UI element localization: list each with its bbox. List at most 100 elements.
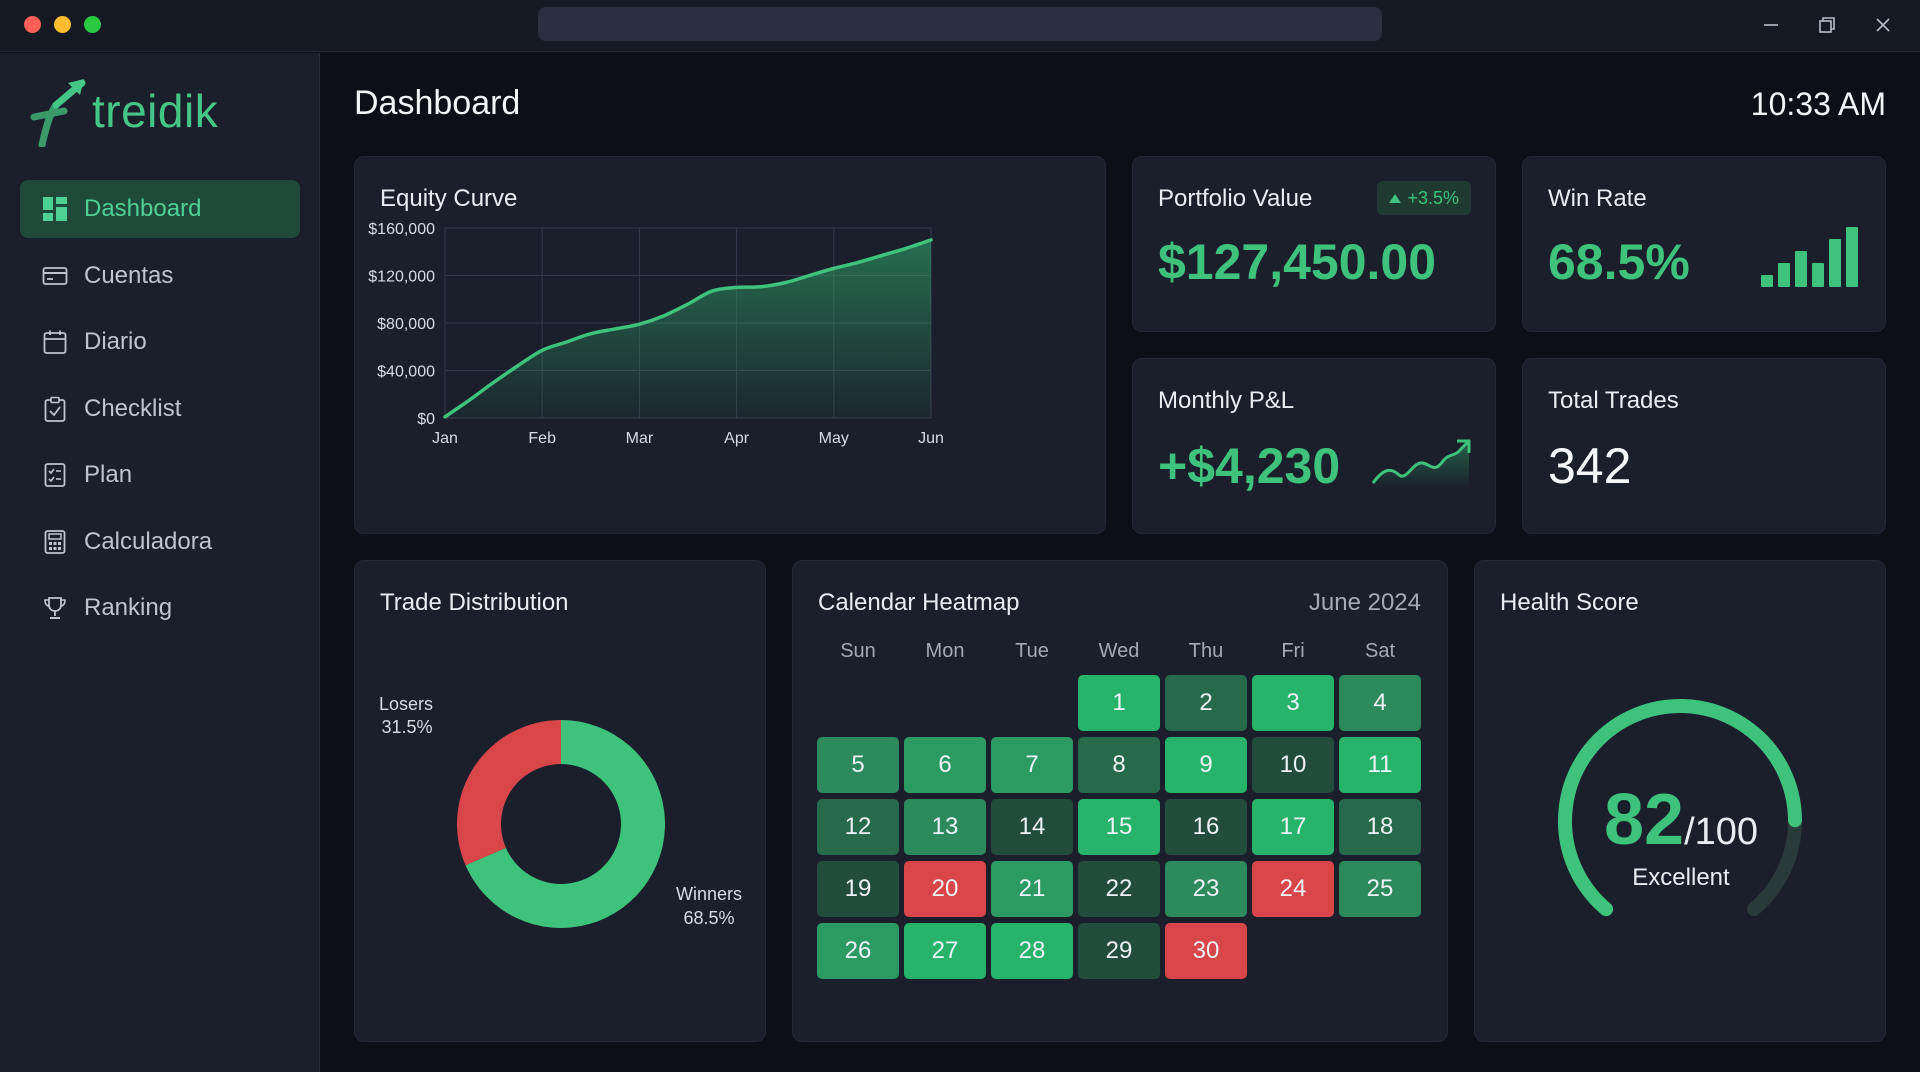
win-rate-title: Win Rate bbox=[1548, 185, 1647, 212]
equity-curve-chart: $0 $40,000 $80,000 $120,000 $160,000 Jan Feb Ma… bbox=[368, 221, 944, 447]
calendar-empty-cell bbox=[904, 675, 986, 731]
calendar-day-cell[interactable]: 8 bbox=[1078, 737, 1160, 793]
calendar-day-cell[interactable]: 22 bbox=[1078, 861, 1160, 917]
bar-chart-icon-bar bbox=[1761, 275, 1773, 287]
close-icon[interactable] bbox=[1866, 10, 1900, 40]
portfolio-value: $127,450.00 bbox=[1158, 234, 1437, 290]
calendar-day-cell[interactable]: 18 bbox=[1339, 799, 1421, 855]
calendar-day-cell[interactable]: 3 bbox=[1252, 675, 1334, 731]
trade-distribution-donut: Losers 31.5% Winners 68.5% bbox=[379, 694, 742, 928]
logo-text: treidik bbox=[92, 85, 219, 137]
sidebar-item-checklist[interactable]: Checklist bbox=[20, 380, 300, 438]
sidebar-item-label: Diario bbox=[84, 328, 147, 355]
calendar-day-cell[interactable]: 5 bbox=[817, 737, 899, 793]
calendar-day-cell[interactable]: 20 bbox=[904, 861, 986, 917]
trade-distribution-card: Trade Distribution Losers 31.5% Winners … bbox=[354, 560, 766, 1042]
bar-chart-icon bbox=[1761, 227, 1861, 287]
zoom-window-button[interactable] bbox=[84, 16, 101, 33]
health-score-card: Health Score 82/100 Excellent bbox=[1474, 560, 1886, 1042]
dashboard-icon bbox=[43, 197, 67, 221]
address-bar[interactable] bbox=[538, 7, 1382, 41]
restore-icon[interactable] bbox=[1810, 10, 1844, 40]
clipboard-check-icon bbox=[44, 396, 66, 422]
calendar-day-cell[interactable]: 12 bbox=[817, 799, 899, 855]
calculator-icon bbox=[44, 529, 66, 554]
calendar-day-cell[interactable]: 17 bbox=[1252, 799, 1334, 855]
x-tick-label: Feb bbox=[528, 430, 556, 447]
calendar-empty-cell bbox=[991, 675, 1073, 731]
calendar-day-cell[interactable]: 28 bbox=[991, 923, 1073, 979]
calendar-day-cell[interactable]: 29 bbox=[1078, 923, 1160, 979]
trophy-icon bbox=[44, 597, 66, 619]
sidebar-item-label: Cuentas bbox=[84, 261, 174, 289]
losers-legend-name: Losers bbox=[379, 694, 433, 714]
sidebar-item-dashboard[interactable]: Dashboard bbox=[20, 180, 300, 238]
calendar-day-cell[interactable]: 15 bbox=[1078, 799, 1160, 855]
calendar-empty-cell bbox=[817, 675, 899, 731]
close-window-button[interactable] bbox=[24, 16, 41, 33]
calendar-day-cell[interactable]: 13 bbox=[904, 799, 986, 855]
y-tick-label: $40,000 bbox=[377, 364, 435, 381]
losers-legend-value: 31.5% bbox=[381, 717, 432, 737]
health-score-label: Excellent bbox=[1632, 864, 1730, 891]
health-score-value: 82 bbox=[1603, 780, 1685, 860]
calendar-day-cell[interactable]: 24 bbox=[1252, 861, 1334, 917]
health-score-title: Health Score bbox=[1500, 589, 1639, 616]
equity-curve-card: Equity Curve $0 $40,000 $80,000 $120,000 $16… bbox=[354, 156, 1106, 534]
clock-time: 10:33 AM bbox=[1750, 86, 1886, 122]
calendar-day-cell[interactable]: 23 bbox=[1165, 861, 1247, 917]
weekday-header: Thu bbox=[1188, 639, 1224, 662]
calendar-day-cell[interactable]: 25 bbox=[1339, 861, 1421, 917]
sidebar-item-ranking[interactable]: Ranking bbox=[20, 579, 300, 637]
sidebar-item-label: Dashboard bbox=[84, 195, 202, 222]
logo-arrow-icon bbox=[30, 79, 86, 147]
calendar-day-cell[interactable]: 2 bbox=[1165, 675, 1247, 731]
minimize-window-button[interactable] bbox=[54, 16, 71, 33]
gauge-fill bbox=[1558, 699, 1802, 917]
calendar-day-cell[interactable]: 10 bbox=[1252, 737, 1334, 793]
sidebar-item-diario[interactable]: Diario bbox=[20, 313, 300, 371]
pie-slice-winners[interactable] bbox=[465, 720, 665, 928]
x-tick-label: May bbox=[819, 430, 849, 447]
app-logo[interactable]: treidik bbox=[30, 75, 218, 147]
pie-slice-losers[interactable] bbox=[457, 720, 561, 866]
calendar-day-cell[interactable]: 19 bbox=[817, 861, 899, 917]
weekday-header: Fri bbox=[1281, 639, 1305, 662]
winners-legend-name: Winners bbox=[676, 884, 742, 904]
y-tick-label: $0 bbox=[417, 411, 435, 428]
calendar-day-cell[interactable]: 27 bbox=[904, 923, 986, 979]
calendar-day-cell[interactable]: 26 bbox=[817, 923, 899, 979]
equity-area bbox=[445, 239, 931, 418]
monthly-pnl-value: +$4,230 bbox=[1158, 438, 1341, 494]
sidebar-item-cuentas[interactable]: Cuentas bbox=[20, 247, 300, 305]
calendar-day-cell[interactable]: 30 bbox=[1165, 923, 1247, 979]
calendar-day-cell[interactable]: 7 bbox=[991, 737, 1073, 793]
calendar-day-cell[interactable]: 11 bbox=[1339, 737, 1421, 793]
minimize-icon[interactable] bbox=[1754, 10, 1788, 40]
calendar-day-cell[interactable]: 9 bbox=[1165, 737, 1247, 793]
calendar-day-cell[interactable]: 21 bbox=[991, 861, 1073, 917]
calendar-day-cell[interactable]: 14 bbox=[991, 799, 1073, 855]
sidebar-item-label: Calculadora bbox=[84, 527, 213, 555]
y-tick-label: $120,000 bbox=[368, 269, 435, 286]
calendar-month-label[interactable]: June 2024 bbox=[1308, 589, 1421, 616]
weekday-header: Sun bbox=[840, 639, 876, 662]
calendar-grid: Sun Mon Tue Wed Thu Fri Sat 1 2 3 4 5 6 7 8 9 10 11 12 13 14… bbox=[817, 633, 1425, 979]
calendar-day-cell[interactable]: 1 bbox=[1078, 675, 1160, 731]
calendar-day-cell[interactable]: 4 bbox=[1339, 675, 1421, 731]
page-title: Dashboard bbox=[354, 84, 521, 122]
x-tick-label: Apr bbox=[724, 430, 750, 447]
y-tick-label: $80,000 bbox=[377, 316, 435, 333]
sidebar: treidik Dashboard Cuentas Diario Checkli… bbox=[0, 53, 320, 1072]
sidebar-item-calculadora[interactable]: Calculadora bbox=[20, 513, 300, 571]
bar-chart-icon-bar bbox=[1829, 239, 1841, 287]
sidebar-item-label: Ranking bbox=[84, 594, 173, 621]
trade-distribution-title: Trade Distribution bbox=[380, 589, 569, 616]
win-rate-card: Win Rate 68.5% bbox=[1522, 156, 1886, 332]
portfolio-value-title: Portfolio Value bbox=[1158, 185, 1313, 212]
calendar-day-cell[interactable]: 16 bbox=[1165, 799, 1247, 855]
sidebar-item-plan[interactable]: Plan bbox=[20, 446, 300, 504]
window-titlebar bbox=[0, 0, 1920, 52]
calendar-day-cell[interactable]: 6 bbox=[904, 737, 986, 793]
triangle-up-icon bbox=[1389, 193, 1402, 203]
